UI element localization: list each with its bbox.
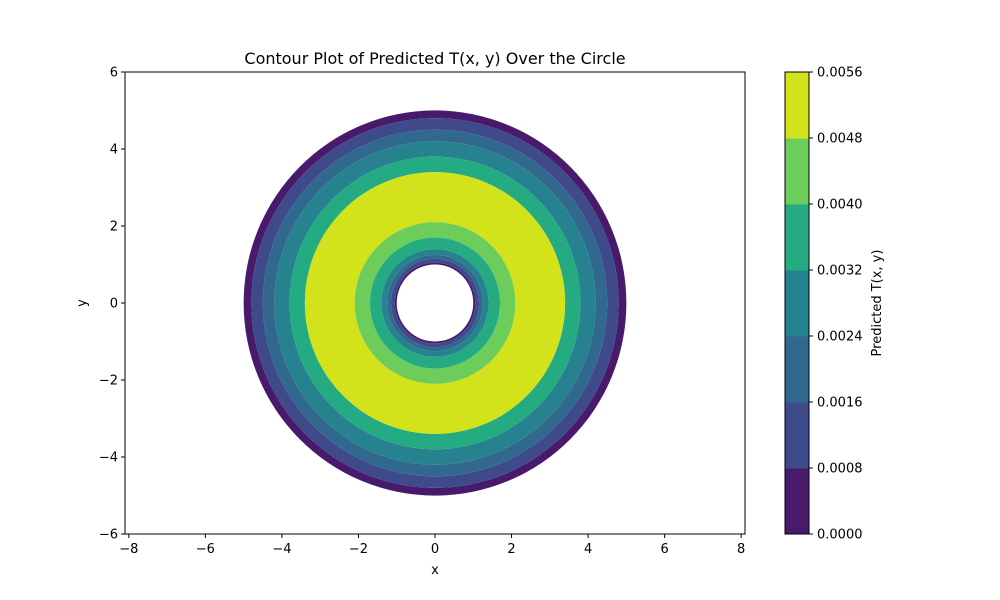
colorbar-tick-label: 0.0016 bbox=[817, 396, 863, 411]
colorbar-ticks: 0.0000 0.0008 0.0016 0.0024 0.0032 0.0040 0.00… bbox=[809, 66, 863, 543]
colorbar-bands bbox=[785, 72, 809, 535]
y-axis-ticks: −6 −4 −2 0 2 4 6 bbox=[99, 66, 125, 543]
x-axis-ticks: −8 −6 −4 −2 0 2 4 6 8 bbox=[119, 534, 745, 557]
colorbar-tick-label: 0.0048 bbox=[817, 132, 863, 147]
y-tick-label: 0 bbox=[110, 297, 118, 312]
contour-band-5 bbox=[304, 172, 566, 434]
y-tick-label: −6 bbox=[99, 528, 118, 543]
colorbar-tick-label: 0.0056 bbox=[817, 66, 863, 81]
x-axis-label: x bbox=[431, 563, 439, 578]
contour-band-9 bbox=[387, 254, 483, 352]
y-tick-label: 6 bbox=[110, 66, 118, 81]
colorbar-segment-6 bbox=[785, 72, 809, 139]
x-tick-label: −6 bbox=[196, 542, 215, 557]
colorbar-tick-label: 0.0040 bbox=[817, 198, 863, 213]
y-tick-label: −4 bbox=[99, 451, 118, 466]
colorbar-tick-label: 0.0000 bbox=[817, 528, 863, 543]
contour-band-10 bbox=[390, 258, 480, 348]
x-tick-label: −8 bbox=[119, 542, 138, 557]
colorbar-frame bbox=[784, 71, 810, 535]
y-axis-label: y bbox=[75, 299, 90, 307]
colorbar-tick-label: 0.0024 bbox=[817, 330, 863, 345]
x-tick-label: 0 bbox=[431, 542, 439, 557]
y-tick-label: −2 bbox=[99, 374, 118, 389]
colorbar-segment-3 bbox=[785, 270, 809, 337]
x-tick-label: −2 bbox=[349, 542, 368, 557]
colorbar-tick-label: 0.0032 bbox=[817, 264, 863, 279]
colorbar-label: Predicted T(x, y) bbox=[870, 250, 885, 357]
chart-title: Contour Plot of Predicted T(x, y) Over t… bbox=[244, 49, 625, 68]
contour-band-8 bbox=[381, 249, 489, 357]
colorbar-segment-2 bbox=[785, 336, 809, 403]
colorbar-segment-0 bbox=[785, 468, 809, 535]
x-tick-label: −4 bbox=[272, 542, 291, 557]
colorbar-segment-4 bbox=[785, 204, 809, 271]
colorbar-segment-5 bbox=[785, 138, 809, 205]
x-tick-label: 2 bbox=[507, 542, 515, 557]
colorbar-tick-label: 0.0008 bbox=[817, 462, 863, 477]
contour-bands bbox=[243, 110, 627, 496]
colorbar-segment-1 bbox=[785, 402, 809, 469]
y-tick-label: 4 bbox=[110, 143, 118, 158]
x-tick-label: 6 bbox=[660, 542, 668, 557]
y-tick-label: 2 bbox=[110, 220, 118, 235]
x-tick-label: 8 bbox=[737, 542, 745, 557]
colorbar: 0.0000 0.0008 0.0016 0.0024 0.0032 0.0040 0.00… bbox=[784, 66, 885, 543]
contour-band-11 bbox=[394, 262, 476, 344]
x-tick-label: 4 bbox=[584, 542, 592, 557]
